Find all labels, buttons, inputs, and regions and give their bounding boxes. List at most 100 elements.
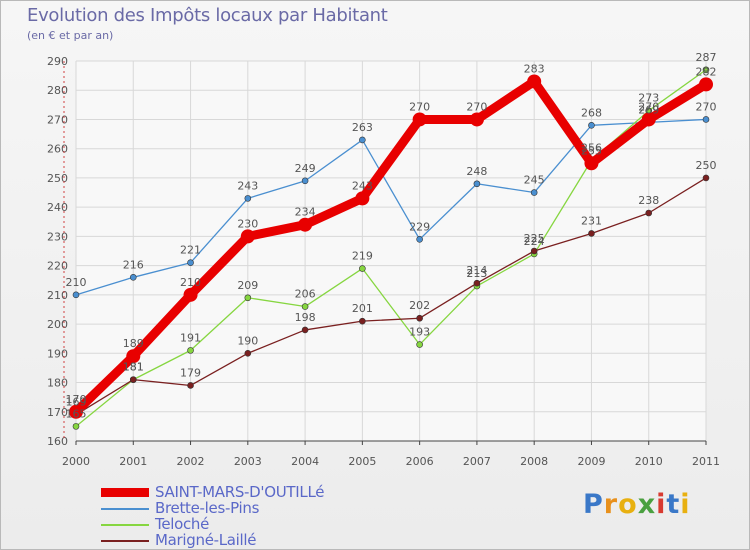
- legend-label: SAINT-MARS-D'OUTILLé: [155, 483, 325, 501]
- series-3-point: [244, 350, 252, 357]
- series-1-data-label: 245: [524, 174, 545, 187]
- series-1-point: [588, 122, 595, 129]
- legend-swatch: [101, 488, 149, 497]
- logo-letter: r: [603, 489, 619, 520]
- series-0-point: [240, 229, 255, 244]
- series-3-point: [416, 314, 423, 322]
- series-0-data-label: 270: [409, 100, 430, 113]
- series-1-data-label: 268: [581, 106, 602, 119]
- series-0-point: [412, 112, 427, 127]
- chart-title: Evolution des Impôts locaux par Habitant: [27, 5, 388, 26]
- series-0-point: [183, 287, 198, 302]
- series-0-data-label: 243: [352, 179, 373, 192]
- y-tick-label: 200: [47, 318, 68, 331]
- series-3-point: [588, 230, 595, 237]
- x-tick-label: 2002: [177, 455, 205, 468]
- series-1-point: [187, 259, 194, 266]
- series-1-point: [359, 136, 366, 144]
- series-2-point: [187, 347, 194, 354]
- series-2-point: [416, 341, 423, 348]
- y-tick-label: 260: [47, 143, 68, 156]
- x-tick-label: 2000: [62, 455, 90, 468]
- series-3-data-label: 169: [66, 396, 87, 409]
- series-3-point: [702, 174, 710, 182]
- series-1-data-label: 270: [696, 100, 717, 113]
- series-3-point: [187, 382, 194, 389]
- series-1-data-label: 249: [295, 162, 316, 175]
- series-1-point: [301, 177, 309, 185]
- series-layer: [69, 66, 713, 430]
- series-3-data-label: 238: [638, 194, 659, 207]
- y-tick-label: 290: [47, 55, 68, 68]
- x-tick-label: 2001: [119, 455, 147, 468]
- series-0-point: [584, 156, 599, 171]
- series-2-point: [702, 66, 710, 74]
- series-2-data-label: 191: [180, 331, 201, 344]
- series-2-point: [359, 265, 366, 272]
- y-tick-label: 160: [47, 435, 68, 448]
- y-tick-label: 170: [47, 406, 68, 419]
- legend-label: Teloché: [155, 515, 210, 533]
- series-0-data-label: 170: [66, 393, 87, 406]
- chart-subtitle: (en € et par an): [27, 29, 114, 42]
- series-0-data-label: 230: [237, 217, 258, 230]
- series-2-data-label: 256: [581, 141, 602, 154]
- series-3-data-label: 214: [466, 264, 487, 277]
- series-2-data-label: 219: [352, 250, 373, 263]
- series-2-data-label: 165: [66, 407, 87, 420]
- logo-letter: i: [680, 489, 691, 520]
- series-1-data-label: 221: [180, 244, 201, 257]
- y-tick-label: 240: [47, 201, 68, 214]
- x-tick-label: 2011: [692, 455, 720, 468]
- series-0-point: [69, 404, 83, 419]
- series-1-point: [72, 291, 80, 299]
- series-0-point: [298, 217, 313, 232]
- legend-label: Brette-les-Pins: [155, 499, 260, 517]
- series-0-data-label: 210: [180, 276, 201, 289]
- series-1-point: [416, 236, 423, 243]
- series-0-data-label: 282: [696, 65, 717, 78]
- series-1-point: [473, 180, 481, 188]
- series-1-data-label: 216: [123, 258, 144, 271]
- y-tick-label: 180: [47, 377, 68, 390]
- series-2-point: [244, 294, 252, 302]
- series-1-data-label: 248: [466, 165, 487, 178]
- y-tick-label: 230: [47, 230, 68, 243]
- legend-swatch: [101, 540, 149, 542]
- series-3-data-label: 225: [524, 232, 545, 245]
- series-2-point: [72, 423, 80, 430]
- series-2-data-label: 181: [123, 361, 144, 374]
- series-1-data-label: 269: [638, 103, 659, 116]
- proxiti-logo: Proxiti: [583, 489, 691, 520]
- series-3-point: [359, 317, 366, 325]
- x-tick-label: 2006: [406, 455, 434, 468]
- series-2-data-label: 213: [466, 267, 487, 280]
- series-3-data-label: 198: [295, 311, 316, 324]
- series-2-data-label: 209: [237, 279, 258, 292]
- y-tick-label: 190: [47, 347, 68, 360]
- x-tick-label: 2004: [291, 455, 319, 468]
- logo-letter: t: [666, 489, 681, 520]
- series-3-data-label: 231: [581, 214, 602, 227]
- series-2-data-label: 193: [409, 326, 430, 339]
- series-1-line: [75, 118, 707, 296]
- series-2-data-label: 273: [638, 92, 659, 105]
- series-3-point: [473, 279, 481, 287]
- series-1-point: [244, 195, 252, 202]
- series-1-data-label: 229: [409, 220, 430, 233]
- legend-label: Marigné-Laillé: [155, 531, 257, 549]
- series-3-point: [301, 326, 309, 334]
- logo-letter: P: [583, 489, 604, 520]
- series-3-line: [75, 177, 707, 416]
- series-3-data-label: 202: [409, 299, 430, 312]
- series-0-line: [71, 76, 711, 417]
- series-1-data-label: 263: [352, 121, 373, 134]
- series-2-data-label: 287: [696, 51, 717, 64]
- x-tick-label: 2008: [520, 455, 548, 468]
- series-2-data-label: 224: [524, 235, 545, 248]
- series-0-point: [469, 112, 484, 127]
- series-3-data-label: 190: [237, 334, 258, 347]
- series-3-data-label: 201: [352, 302, 373, 315]
- x-tick-label: 2005: [348, 455, 376, 468]
